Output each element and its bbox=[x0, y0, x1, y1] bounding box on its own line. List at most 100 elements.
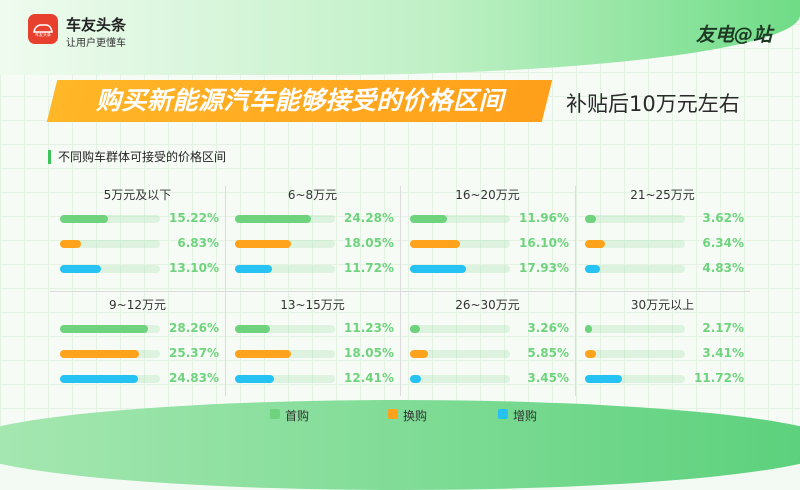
bar-row-first: 24.28% bbox=[235, 211, 400, 225]
bar-first bbox=[60, 325, 149, 333]
headline-title: 购买新能源汽车能够接受的价格区间 bbox=[95, 86, 504, 115]
legend-swatch-additional bbox=[498, 409, 508, 419]
panel-title: 26~30万元 bbox=[455, 298, 520, 312]
bar-row-additional: 11.72% bbox=[235, 261, 400, 275]
bar-value-label: 3.26% bbox=[527, 321, 569, 335]
logo-title: 车友头条 bbox=[66, 16, 127, 34]
bar-first bbox=[235, 325, 271, 333]
bar-replacement bbox=[410, 350, 429, 358]
bar-row-replacement: 18.05% bbox=[235, 346, 400, 360]
bar-value-label: 11.72% bbox=[694, 371, 744, 385]
panel-title: 6~8万元 bbox=[287, 188, 338, 202]
bar-value-label: 6.83% bbox=[177, 236, 219, 250]
bar-row-additional: 12.41% bbox=[235, 371, 400, 385]
bar-row-additional: 24.83% bbox=[60, 371, 225, 385]
bar-value-label: 17.93% bbox=[519, 261, 569, 275]
bar-row-additional: 13.10% bbox=[60, 261, 225, 275]
bar-track bbox=[235, 325, 335, 333]
bar-first bbox=[410, 325, 421, 333]
bar-row-additional: 4.83% bbox=[585, 261, 750, 275]
legend-swatch-replacement bbox=[388, 409, 398, 419]
bar-track bbox=[410, 350, 510, 358]
panel-title: 30万元以上 bbox=[630, 298, 695, 312]
chart-panel: 5万元及以下 15.22% 6.83% 13.10% bbox=[50, 186, 225, 291]
bar-track bbox=[410, 325, 510, 333]
grid-divider-vertical bbox=[225, 186, 226, 396]
bar-row-replacement: 3.41% bbox=[585, 346, 750, 360]
chart-panel: 9~12万元 28.26% 25.37% 24.83% bbox=[50, 296, 225, 401]
bar-additional bbox=[410, 265, 467, 273]
bar-row-first: 3.62% bbox=[585, 211, 750, 225]
bar-value-label: 28.26% bbox=[169, 321, 219, 335]
bar-first bbox=[585, 215, 597, 223]
bar-value-label: 24.28% bbox=[344, 211, 394, 225]
bar-additional bbox=[60, 375, 138, 383]
chart-panel: 16~20万元 11.96% 16.10% 17.93% bbox=[400, 186, 575, 291]
bar-value-label: 3.45% bbox=[527, 371, 569, 385]
panel-title: 13~15万元 bbox=[280, 298, 345, 312]
legend-swatch-first bbox=[270, 409, 280, 419]
bar-row-first: 11.96% bbox=[410, 211, 575, 225]
panel-title: 5万元及以下 bbox=[103, 188, 172, 202]
bar-row-replacement: 5.85% bbox=[410, 346, 575, 360]
legend-label-first: 首购 bbox=[285, 409, 310, 423]
bar-value-label: 11.23% bbox=[344, 321, 394, 335]
bar-row-additional: 11.72% bbox=[585, 371, 750, 385]
app-logo-icon: 车友头条 bbox=[28, 14, 58, 44]
bar-replacement bbox=[410, 240, 461, 248]
bar-row-first: 11.23% bbox=[235, 321, 400, 335]
bar-track bbox=[585, 375, 685, 383]
bar-value-label: 24.83% bbox=[169, 371, 219, 385]
bar-value-label: 11.72% bbox=[344, 261, 394, 275]
chart-panel: 6~8万元 24.28% 18.05% 11.72% bbox=[225, 186, 400, 291]
panel-title: 21~25万元 bbox=[630, 188, 695, 202]
grid-divider-vertical bbox=[400, 186, 401, 396]
chart-panel: 30万元以上 2.17% 3.41% 11.72% bbox=[575, 296, 750, 401]
bar-row-replacement: 16.10% bbox=[410, 236, 575, 250]
headline-side-note: 补贴后10万元左右 bbox=[566, 92, 740, 116]
bar-track bbox=[235, 265, 335, 273]
bar-value-label: 11.96% bbox=[519, 211, 569, 225]
bar-track bbox=[585, 240, 685, 248]
bar-first bbox=[585, 325, 592, 333]
chart-panel: 13~15万元 11.23% 18.05% 12.41% bbox=[225, 296, 400, 401]
section-title: 不同购车群体可接受的价格区间 bbox=[48, 150, 226, 164]
panel-title: 16~20万元 bbox=[455, 188, 520, 202]
bar-row-replacement: 6.34% bbox=[585, 236, 750, 250]
bar-row-additional: 17.93% bbox=[410, 261, 575, 275]
legend-label-replacement: 换购 bbox=[403, 409, 428, 423]
bar-first bbox=[410, 215, 448, 223]
bar-track bbox=[410, 375, 510, 383]
bar-value-label: 13.10% bbox=[169, 261, 219, 275]
legend-label-additional: 增购 bbox=[513, 409, 538, 423]
bar-track bbox=[60, 215, 160, 223]
bar-additional bbox=[585, 375, 622, 383]
bar-row-additional: 3.45% bbox=[410, 371, 575, 385]
chart-panel: 21~25万元 3.62% 6.34% 4.83% bbox=[575, 186, 750, 291]
brand-logo-right: 友电@站 bbox=[695, 24, 772, 46]
bar-track bbox=[585, 350, 685, 358]
bar-row-replacement: 18.05% bbox=[235, 236, 400, 250]
bar-replacement bbox=[585, 350, 596, 358]
bar-row-first: 3.26% bbox=[410, 321, 575, 335]
bar-value-label: 4.83% bbox=[702, 261, 744, 275]
bar-replacement bbox=[60, 350, 140, 358]
bar-row-first: 28.26% bbox=[60, 321, 225, 335]
bar-additional bbox=[235, 265, 272, 273]
bar-row-first: 2.17% bbox=[585, 321, 750, 335]
bar-track bbox=[235, 375, 335, 383]
bar-additional bbox=[410, 375, 421, 383]
logo-badge-text: 车友头条 bbox=[35, 31, 51, 37]
bar-value-label: 6.34% bbox=[702, 236, 744, 250]
bar-additional bbox=[235, 375, 274, 383]
bar-value-label: 12.41% bbox=[344, 371, 394, 385]
bar-replacement bbox=[235, 350, 292, 358]
bar-first bbox=[60, 215, 108, 223]
bar-additional bbox=[60, 265, 101, 273]
bar-additional bbox=[585, 265, 601, 273]
logo-subtitle: 让用户更懂车 bbox=[66, 38, 126, 49]
bar-replacement bbox=[235, 240, 292, 248]
panel-title: 9~12万元 bbox=[109, 298, 166, 312]
bar-value-label: 5.85% bbox=[527, 346, 569, 360]
bar-track bbox=[585, 215, 685, 223]
